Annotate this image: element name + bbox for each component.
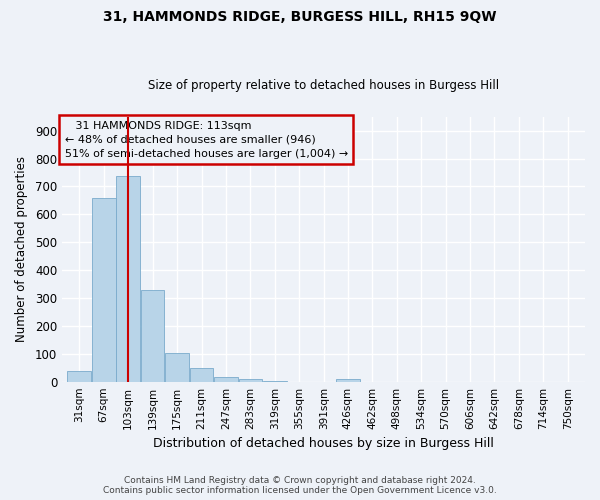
- Y-axis label: Number of detached properties: Number of detached properties: [15, 156, 28, 342]
- Bar: [190, 368, 214, 382]
- Text: 31, HAMMONDS RIDGE, BURGESS HILL, RH15 9QW: 31, HAMMONDS RIDGE, BURGESS HILL, RH15 9…: [103, 10, 497, 24]
- Bar: [141, 290, 164, 382]
- Title: Size of property relative to detached houses in Burgess Hill: Size of property relative to detached ho…: [148, 79, 499, 92]
- Bar: [67, 370, 91, 382]
- X-axis label: Distribution of detached houses by size in Burgess Hill: Distribution of detached houses by size …: [153, 437, 494, 450]
- Bar: [92, 198, 116, 382]
- Bar: [239, 380, 262, 382]
- Bar: [214, 376, 238, 382]
- Text: 31 HAMMONDS RIDGE: 113sqm
← 48% of detached houses are smaller (946)
51% of semi: 31 HAMMONDS RIDGE: 113sqm ← 48% of detac…: [65, 121, 348, 159]
- Bar: [116, 176, 140, 382]
- Bar: [336, 380, 359, 382]
- Text: Contains HM Land Registry data © Crown copyright and database right 2024.
Contai: Contains HM Land Registry data © Crown c…: [103, 476, 497, 495]
- Bar: [263, 381, 287, 382]
- Bar: [165, 353, 189, 382]
